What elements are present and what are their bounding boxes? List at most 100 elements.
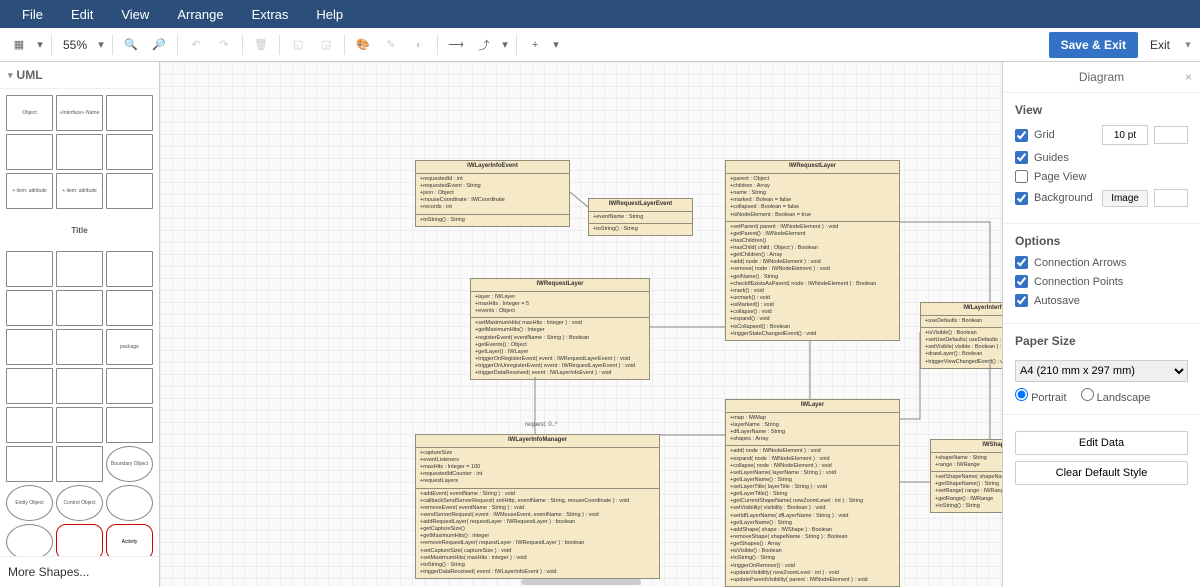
landscape-radio[interactable]: Landscape [1081, 388, 1151, 404]
uml-class[interactable]: IWRequestLayer+layer : IWLayer +maxHits … [470, 278, 650, 380]
add-dropdown-icon[interactable]: ▾ [550, 32, 562, 58]
bg-image-button[interactable]: Image [1102, 190, 1148, 207]
exit-dropdown-icon[interactable]: ▾ [1182, 32, 1194, 58]
shape-stencil[interactable] [56, 134, 103, 170]
background-checkbox[interactable] [1015, 192, 1028, 205]
menu-arrange[interactable]: Arrange [163, 7, 237, 22]
panel-title: Diagram× [1003, 62, 1200, 93]
background-label: Background [1034, 192, 1093, 204]
conn-dropdown-icon[interactable]: ▾ [499, 32, 511, 58]
shape-stencil[interactable] [56, 329, 103, 365]
view-heading: View [1015, 103, 1188, 117]
uml-class[interactable]: IWRequestLayer+parent : Object +children… [725, 160, 900, 341]
exit-button[interactable]: Exit [1140, 38, 1180, 52]
portrait-radio[interactable]: Portrait [1015, 388, 1067, 404]
shape-stencil[interactable]: package [106, 329, 153, 365]
shape-stencil[interactable] [6, 329, 53, 365]
shape-stencil[interactable] [6, 290, 53, 326]
canvas-area[interactable]: IWLayerInfoEvent+requestedId : int +requ… [160, 62, 1002, 587]
view-mode-icon[interactable]: ▦ [6, 32, 32, 58]
conn-points-checkbox[interactable] [1015, 275, 1028, 288]
conn-arrows-checkbox[interactable] [1015, 256, 1028, 269]
shape-stencil[interactable] [56, 251, 103, 287]
shape-stencil[interactable] [6, 251, 53, 287]
more-shapes-button[interactable]: More Shapes... [0, 556, 159, 587]
shape-stencil[interactable] [56, 368, 103, 404]
close-icon[interactable]: × [1185, 70, 1192, 84]
to-back-icon[interactable]: ◲ [313, 32, 339, 58]
undo-icon[interactable]: ↶ [183, 32, 209, 58]
menu-help[interactable]: Help [302, 7, 357, 22]
shape-stencil[interactable]: Title [6, 212, 153, 248]
shape-stencil[interactable] [106, 290, 153, 326]
uml-class[interactable]: IWLayer+map : IWMap +layerName : String … [725, 399, 900, 587]
save-exit-button[interactable]: Save & Exit [1049, 32, 1138, 58]
shadow-icon[interactable]: ◐ [406, 32, 432, 58]
uml-class[interactable]: IWLayerInfoManager+captureSize +eventLis… [415, 434, 660, 579]
shape-stencil[interactable] [6, 134, 53, 170]
shape-stencil[interactable]: Boundary Object [106, 446, 153, 482]
sidebar-header[interactable]: UML [0, 62, 159, 89]
grid-size-input[interactable] [1102, 125, 1148, 145]
dropdown-icon[interactable]: ▾ [34, 32, 46, 58]
shape-stencil[interactable]: Control Object [56, 485, 103, 521]
edge-label: request: 0..* [525, 422, 557, 428]
bg-color-swatch[interactable] [1154, 189, 1188, 207]
horizontal-scrollbar[interactable] [521, 579, 641, 585]
shape-stencil[interactable] [106, 134, 153, 170]
shape-stencil[interactable] [6, 446, 53, 482]
shape-stencil[interactable] [6, 524, 53, 556]
shape-stencil[interactable] [106, 173, 153, 209]
zoom-level[interactable]: 55% [57, 38, 93, 52]
guides-label: Guides [1034, 152, 1069, 164]
shape-stencil[interactable]: «Interface» Name [56, 95, 103, 131]
redo-icon[interactable]: ↷ [211, 32, 237, 58]
delete-icon[interactable]: 🗑 [248, 32, 274, 58]
toolbar: ▦ ▾ 55% ▾ 🔍 🔎 ↶ ↷ 🗑 ◱ ◲ 🎨 ✎ ◐ ⟶ ⤴ ▾ + ▾ … [0, 28, 1200, 62]
shape-stencil[interactable]: Entity Object [6, 485, 53, 521]
shape-stencil[interactable] [106, 251, 153, 287]
shape-stencil[interactable] [106, 485, 153, 521]
menu-extras[interactable]: Extras [238, 7, 303, 22]
menubar: File Edit View Arrange Extras Help [0, 0, 1200, 28]
shape-stencil[interactable]: Activity [106, 524, 153, 556]
shape-stencil[interactable]: + item: attribute [6, 173, 53, 209]
grid-color-swatch[interactable] [1154, 126, 1188, 144]
clear-style-button[interactable]: Clear Default Style [1015, 461, 1188, 485]
add-icon[interactable]: + [522, 32, 548, 58]
shape-stencil[interactable] [56, 407, 103, 443]
shape-stencil[interactable] [56, 446, 103, 482]
zoom-in-icon[interactable]: 🔍 [118, 32, 144, 58]
shape-stencil[interactable] [106, 407, 153, 443]
conn-points-label: Connection Points [1034, 276, 1123, 288]
grid-label: Grid [1034, 129, 1055, 141]
line-icon[interactable]: ✎ [378, 32, 404, 58]
guides-checkbox[interactable] [1015, 151, 1028, 164]
uml-class[interactable]: IWShape+shapeName : String +range : IWRa… [930, 439, 1002, 513]
edit-data-button[interactable]: Edit Data [1015, 431, 1188, 455]
grid-checkbox[interactable] [1015, 129, 1028, 142]
shape-stencil[interactable] [56, 524, 103, 556]
shape-stencil[interactable]: Object [6, 95, 53, 131]
papersize-select[interactable]: A4 (210 mm x 297 mm) [1015, 360, 1188, 382]
fill-icon[interactable]: 🎨 [350, 32, 376, 58]
waypoint-icon[interactable]: ⤴ [471, 32, 497, 58]
uml-class[interactable]: IWLayerInterface+useDefaults : Boolean+i… [920, 302, 1002, 369]
autosave-checkbox[interactable] [1015, 294, 1028, 307]
menu-view[interactable]: View [107, 7, 163, 22]
uml-class[interactable]: IWRequestLayerEvent+eventName : String+t… [588, 198, 693, 236]
connection-icon[interactable]: ⟶ [443, 32, 469, 58]
menu-file[interactable]: File [8, 7, 57, 22]
shape-stencil[interactable] [106, 95, 153, 131]
shape-stencil[interactable] [106, 368, 153, 404]
pageview-checkbox[interactable] [1015, 170, 1028, 183]
uml-class[interactable]: IWLayerInfoEvent+requestedId : int +requ… [415, 160, 570, 227]
shape-stencil[interactable] [56, 290, 103, 326]
shape-stencil[interactable]: + item: attribute [56, 173, 103, 209]
zoom-dropdown-icon[interactable]: ▾ [95, 32, 107, 58]
zoom-out-icon[interactable]: 🔎 [146, 32, 172, 58]
shape-stencil[interactable] [6, 407, 53, 443]
shape-stencil[interactable] [6, 368, 53, 404]
menu-edit[interactable]: Edit [57, 7, 107, 22]
to-front-icon[interactable]: ◱ [285, 32, 311, 58]
